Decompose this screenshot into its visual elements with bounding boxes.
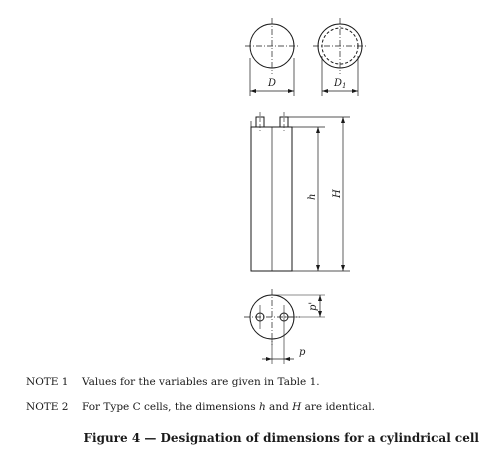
label-D1: D1 [333, 78, 347, 90]
note-2-text: For Type C cells, the dimensions h and H… [82, 401, 375, 413]
label-p-prime: p' [308, 302, 319, 311]
label-h: h [307, 194, 318, 200]
side-view [250, 112, 350, 272]
label-D: D [267, 78, 276, 89]
note-2-label: NOTE 2 [26, 401, 69, 413]
bottom-view [244, 289, 325, 364]
top-view-outer-diameter [245, 18, 299, 96]
figure-caption: Figure 4 — Designation of dimensions for… [83, 431, 479, 445]
label-H: H [332, 189, 343, 199]
note-1-label: NOTE 1 [26, 376, 69, 388]
top-view-inner-diameter [313, 18, 367, 96]
note-1-text: Values for the variables are given in Ta… [82, 376, 320, 388]
label-p: p [299, 347, 306, 358]
